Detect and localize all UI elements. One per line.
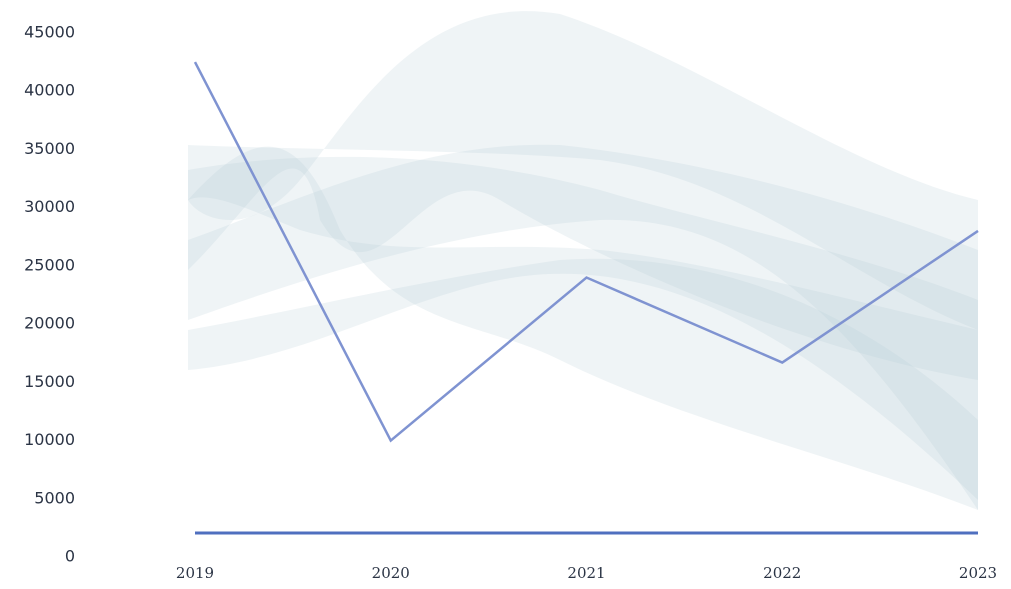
y-tick-label: 25000: [24, 255, 75, 274]
y-tick-label: 15000: [24, 372, 75, 391]
y-tick-label: 40000: [24, 81, 75, 100]
y-tick-label: 35000: [24, 139, 75, 158]
x-tick-label: 2019: [176, 564, 214, 582]
decorative-ribbons: [188, 11, 978, 510]
y-tick-label: 20000: [24, 314, 75, 333]
x-tick-label: 2021: [567, 564, 605, 582]
x-tick-label: 2020: [372, 564, 410, 582]
y-tick-label: 5000: [34, 488, 75, 507]
y-tick-label: 0: [65, 547, 75, 566]
y-tick-label: 10000: [24, 430, 75, 449]
y-tick-label: 30000: [24, 197, 75, 216]
x-tick-label: 2023: [959, 564, 997, 582]
y-tick-label: 45000: [24, 23, 75, 42]
line: [193, 61, 979, 443]
x-tick-label: 2022: [763, 564, 801, 582]
